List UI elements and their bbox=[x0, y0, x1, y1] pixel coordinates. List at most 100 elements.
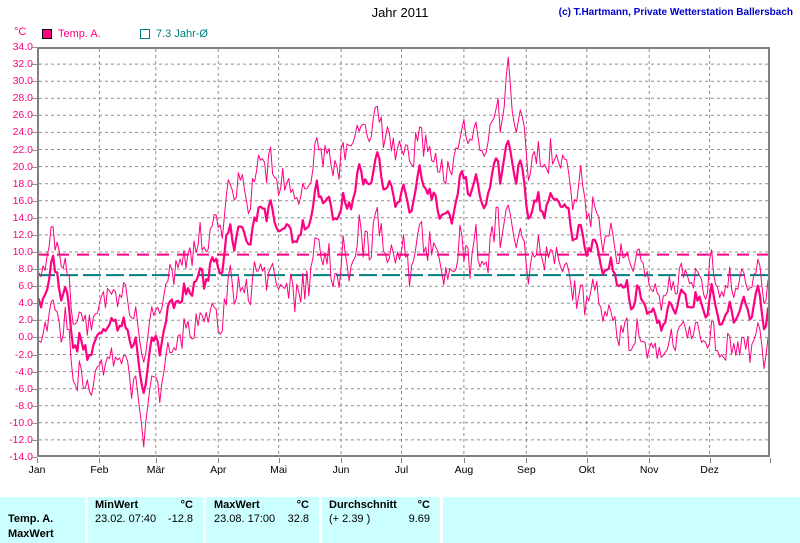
legend-item-temp: Temp. A. bbox=[42, 28, 101, 40]
x-axis-tick bbox=[526, 458, 528, 463]
legend-year-average-label: 7.3 Jahr-Ø bbox=[156, 28, 208, 40]
x-axis-label: Feb bbox=[90, 464, 109, 476]
y-axis-tick bbox=[31, 371, 37, 373]
y-axis-tick bbox=[31, 166, 37, 168]
y-axis-label: -10.0 bbox=[9, 416, 33, 429]
temperature-chart-svg bbox=[35, 47, 771, 457]
table-separator bbox=[203, 497, 206, 543]
x-axis-tick bbox=[463, 458, 465, 463]
y-axis-label: 14.0 bbox=[12, 211, 33, 224]
y-axis-label: 10.0 bbox=[12, 246, 33, 258]
y-axis-tick bbox=[31, 64, 37, 66]
daily-min-line bbox=[36, 204, 771, 448]
y-axis-label: 24.0 bbox=[12, 126, 33, 139]
y-axis-label: -2.0 bbox=[14, 348, 33, 361]
durchschnitt-unit: °C bbox=[417, 499, 430, 511]
y-axis-tick bbox=[31, 81, 37, 83]
table-row-label-2: MaxWert bbox=[8, 528, 54, 540]
x-axis-label: Mai bbox=[270, 464, 288, 476]
y-axis-label: -4.0 bbox=[14, 365, 33, 378]
y-axis-label: -6.0 bbox=[14, 382, 33, 395]
maxwert-value: 32.8 bbox=[287, 513, 309, 525]
y-axis-label: 20.0 bbox=[12, 160, 33, 173]
x-axis-label: Jan bbox=[28, 464, 46, 476]
y-axis-label: -12.0 bbox=[9, 433, 33, 446]
y-axis-label: 16.0 bbox=[12, 194, 33, 207]
y-axis-label: 26.0 bbox=[12, 109, 33, 122]
daily-mean-line bbox=[35, 139, 771, 394]
maxwert-header: MaxWert bbox=[214, 499, 260, 511]
x-axis-tick bbox=[649, 458, 651, 463]
durchschnitt-column: Durchschnitt °C (+ 2.39 ) 9.69 bbox=[322, 497, 440, 543]
y-axis-label: 18.0 bbox=[12, 177, 33, 190]
y-axis-tick bbox=[31, 217, 37, 219]
x-axis-label: Dez bbox=[700, 464, 719, 476]
y-axis-label: -8.0 bbox=[14, 399, 33, 412]
maxwert-datetime: 23.08. 17:00 bbox=[214, 513, 276, 525]
table-separator bbox=[440, 497, 443, 543]
y-axis-tick bbox=[31, 47, 37, 48]
y-axis-tick bbox=[31, 303, 37, 305]
minwert-column: MinWert °C 23.02. 07:40 -12.8 bbox=[88, 497, 203, 543]
x-axis-label: Aug bbox=[454, 464, 474, 476]
x-axis-label: Sep bbox=[516, 464, 536, 476]
x-axis-tick bbox=[218, 458, 220, 463]
temp-series-swatch-icon bbox=[42, 29, 52, 39]
table-row-label: Temp. A. bbox=[8, 513, 54, 525]
y-axis-tick bbox=[31, 183, 37, 185]
plot-border bbox=[37, 47, 770, 457]
statistics-table: Temp. A. MaxWert MinWert °C 23.02. 07:40… bbox=[0, 497, 800, 543]
year-average-swatch-icon bbox=[140, 29, 150, 39]
x-axis-tick bbox=[278, 458, 280, 463]
y-axis-tick bbox=[31, 388, 37, 390]
x-axis-tick bbox=[155, 458, 157, 463]
x-axis-label: Jun bbox=[332, 464, 350, 476]
x-axis-tick bbox=[770, 458, 771, 463]
x-axis-tick bbox=[401, 458, 403, 463]
y-axis-tick bbox=[31, 234, 37, 236]
copyright-text: (c) T.Hartmann, Private Wetterstation Ba… bbox=[558, 7, 793, 18]
maxwert-column: MaxWert °C 23.08. 17:00 32.8 bbox=[207, 497, 319, 543]
y-axis-tick bbox=[31, 422, 37, 424]
durchschnitt-value: 9.69 bbox=[408, 513, 430, 525]
y-axis-label: 22.0 bbox=[12, 143, 33, 156]
x-axis-label: Okt bbox=[578, 464, 595, 476]
y-axis-tick bbox=[31, 457, 37, 458]
y-axis-tick bbox=[31, 98, 37, 100]
durchschnitt-header: Durchschnitt bbox=[329, 499, 397, 511]
durchschnitt-offset: (+ 2.39 ) bbox=[329, 513, 371, 525]
y-axis-label: 6.0 bbox=[18, 280, 33, 293]
y-axis-tick bbox=[31, 149, 37, 151]
y-axis-label: 28.0 bbox=[12, 92, 33, 105]
y-axis-tick bbox=[31, 132, 37, 134]
table-separator bbox=[85, 497, 88, 543]
legend-item-year-average: 7.3 Jahr-Ø bbox=[140, 28, 208, 40]
x-axis-tick bbox=[37, 458, 38, 463]
daily-max-line bbox=[36, 56, 771, 363]
x-axis-label: Apr bbox=[210, 464, 227, 476]
minwert-header: MinWert bbox=[95, 499, 139, 511]
table-separator bbox=[319, 497, 322, 543]
y-axis-tick bbox=[31, 405, 37, 407]
x-axis-label: Nov bbox=[639, 464, 659, 476]
y-axis-tick bbox=[31, 337, 37, 339]
page-title: Jahr 2011 bbox=[371, 5, 429, 20]
y-axis-label: 2.0 bbox=[18, 314, 33, 327]
y-axis-tick bbox=[31, 320, 37, 322]
y-axis-tick bbox=[31, 252, 37, 253]
x-axis-tick bbox=[709, 458, 711, 463]
x-axis-label: Jul bbox=[394, 464, 409, 476]
legend-temp-label: Temp. A. bbox=[58, 28, 101, 40]
y-axis-tick bbox=[31, 286, 37, 288]
minwert-unit: °C bbox=[180, 499, 193, 511]
x-axis-tick bbox=[99, 458, 101, 463]
y-axis-label: 0.0 bbox=[18, 331, 33, 344]
minwert-datetime: 23.02. 07:40 bbox=[95, 513, 157, 525]
minwert-value: -12.8 bbox=[167, 513, 193, 525]
x-axis-tick bbox=[586, 458, 588, 463]
y-axis-label: 32.0 bbox=[12, 58, 33, 71]
maxwert-unit: °C bbox=[296, 499, 309, 511]
y-axis-label: 8.0 bbox=[18, 263, 33, 276]
y-axis-tick bbox=[31, 200, 37, 202]
